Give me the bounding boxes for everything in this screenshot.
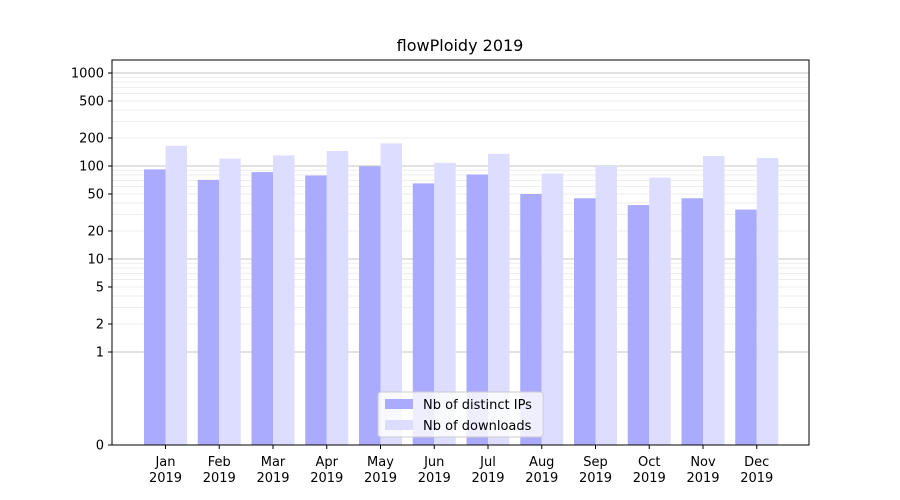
x-tick-label-year: 2019 <box>364 471 397 486</box>
x-tick-label-month: Dec <box>744 455 769 470</box>
x-tick-label-year: 2019 <box>579 471 612 486</box>
x-tick-label-year: 2019 <box>740 471 773 486</box>
y-tick-label: 2 <box>96 318 104 333</box>
y-tick-label: 1 <box>96 346 104 361</box>
legend-swatch <box>385 420 413 430</box>
x-tick-label-month: May <box>367 455 394 470</box>
x-tick-label-year: 2019 <box>418 471 451 486</box>
y-tick-label: 50 <box>87 187 104 202</box>
bar-downloads <box>756 157 779 445</box>
x-tick-label-year: 2019 <box>686 471 719 486</box>
y-tick-label: 0 <box>96 439 104 454</box>
legend: Nb of distinct IPs Nb of downloads <box>377 391 544 438</box>
bar-distinct-ips <box>144 169 166 445</box>
bar-distinct-ips <box>735 209 757 445</box>
x-tick-label-year: 2019 <box>525 471 558 486</box>
x-tick-label-month: Jul <box>479 455 496 470</box>
bar-distinct-ips <box>197 179 220 445</box>
bar-distinct-ips <box>305 175 327 445</box>
bar-distinct-ips <box>251 172 273 445</box>
bar-distinct-ips <box>412 183 435 446</box>
legend-label: Nb of distinct IPs <box>423 398 532 413</box>
bar-distinct-ips <box>466 174 488 445</box>
bar-downloads <box>434 162 456 445</box>
x-tick-label-month: Aug <box>529 455 554 470</box>
y-tick-label: 500 <box>79 94 104 109</box>
x-tick-label-month: Oct <box>638 455 660 470</box>
x-tick-label-month: Jan <box>154 455 175 470</box>
x-tick-label-year: 2019 <box>256 471 289 486</box>
legend-box <box>377 391 544 438</box>
bar-downloads <box>541 173 564 445</box>
x-tick-label-year: 2019 <box>310 471 343 486</box>
bar-downloads <box>649 177 671 445</box>
bar-downloads <box>595 166 617 445</box>
bar-downloads <box>273 155 295 446</box>
legend-label: Nb of downloads <box>423 419 532 434</box>
chart-title: flowPloidy 2019 <box>397 36 524 55</box>
y-tick-label: 100 <box>79 160 104 175</box>
x-tick-label-year: 2019 <box>149 471 182 486</box>
y-tick-label: 10 <box>87 253 104 268</box>
x-tick-label-year: 2019 <box>203 471 236 486</box>
bar-distinct-ips <box>520 193 542 445</box>
bar-downloads <box>326 150 349 445</box>
bar-downloads <box>380 143 402 445</box>
x-tick-label-year: 2019 <box>471 471 504 486</box>
bar-downloads <box>488 153 510 445</box>
y-tick-label: 1000 <box>71 67 104 82</box>
x-tick-label-month: Nov <box>690 455 716 470</box>
x-tick-label-month: Feb <box>208 455 231 470</box>
y-tick-label: 20 <box>87 225 104 240</box>
legend-swatch <box>385 399 413 409</box>
y-tick-label: 5 <box>96 280 104 295</box>
x-tick-label-month: Sep <box>583 455 608 470</box>
y-axis: 0 1 2 5 10 20 50 100 200 500 1000 <box>71 67 112 454</box>
plot-area-frame <box>111 59 810 446</box>
bars <box>144 143 779 446</box>
bar-downloads <box>219 158 241 445</box>
x-tick-label-month: Mar <box>261 455 286 470</box>
bar-downloads <box>703 156 725 445</box>
bar-distinct-ips <box>681 198 703 445</box>
bar-distinct-ips <box>574 198 596 445</box>
x-axis: Jan2019Feb2019Mar2019Apr2019May2019Jun20… <box>149 445 773 486</box>
x-tick-label-year: 2019 <box>633 471 666 486</box>
bar-distinct-ips <box>359 166 381 445</box>
x-tick-label-month: Jun <box>423 455 444 470</box>
bar-downloads <box>165 145 187 445</box>
bar-distinct-ips <box>627 205 650 445</box>
x-tick-label-month: Apr <box>316 455 339 470</box>
y-tick-label: 200 <box>79 132 104 147</box>
